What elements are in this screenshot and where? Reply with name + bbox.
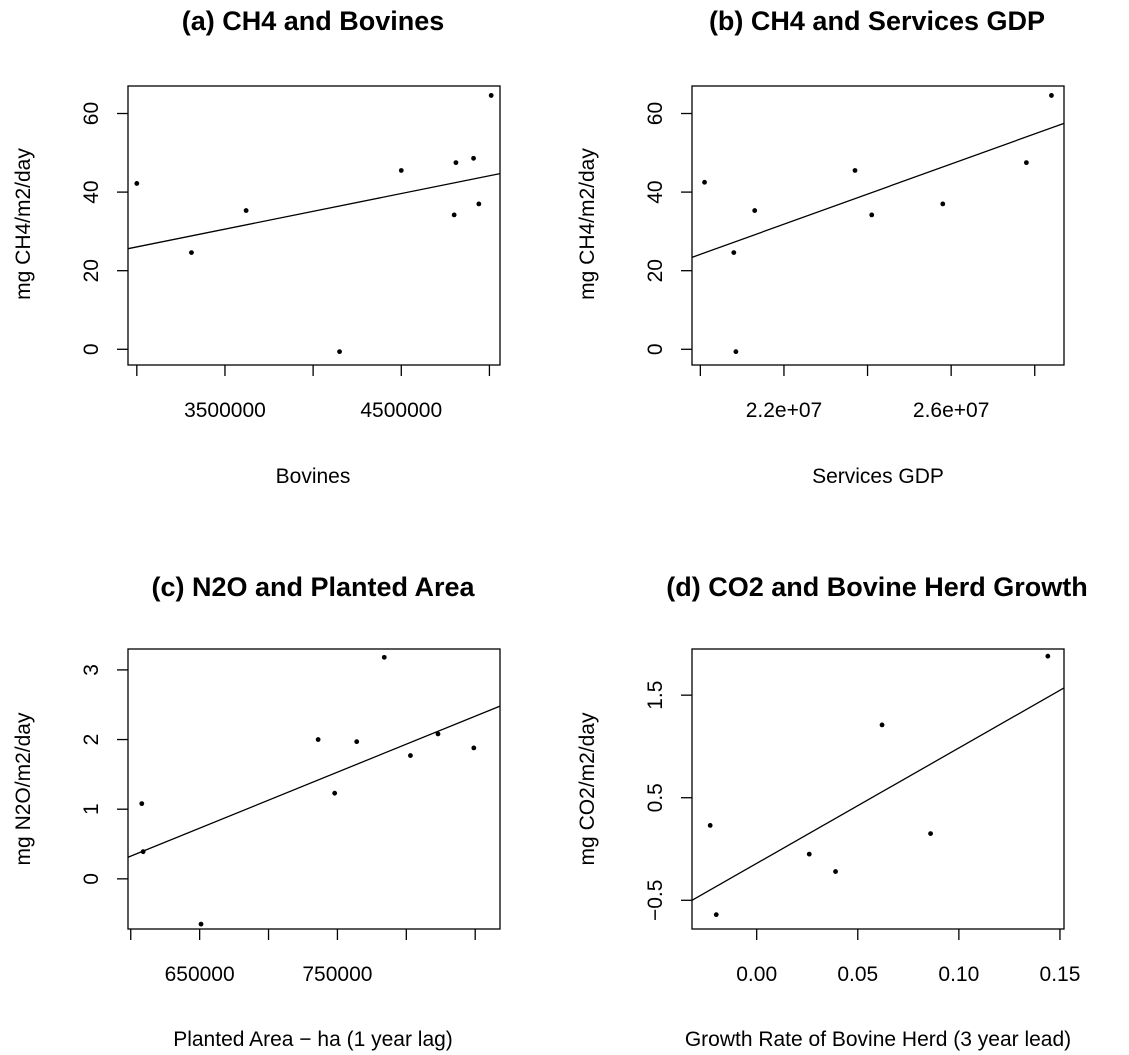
panel-c-ytick-label: 2 <box>80 734 103 746</box>
panel-d-xtick-label: 0.05 <box>837 963 878 986</box>
panel-c-point <box>315 737 321 742</box>
panel-d-point <box>879 722 885 728</box>
panel-c: (c) N2O and Planted Area Planted Area − … <box>12 572 501 1051</box>
panel-d-fit-line <box>691 687 1065 901</box>
panel-a-ytick-label: 60 <box>80 102 103 125</box>
panel-d-point <box>806 851 812 857</box>
panel-b-point <box>940 201 946 207</box>
panel-b-ylabel: mg CH4/m2/day <box>576 148 599 300</box>
panel-b-points <box>702 93 1054 355</box>
panel-c-ytick-label: 1 <box>80 803 103 815</box>
panel-c-xlabel: Planted Area − ha (1 year lag) <box>173 1028 453 1051</box>
panel-d-point <box>707 823 713 828</box>
panel-a-point <box>243 208 249 213</box>
panel-b-xtick-label: 2.6e+07 <box>913 399 990 422</box>
panel-c-point <box>354 739 360 745</box>
panel-b-ytick-label: 0 <box>644 343 667 355</box>
panel-d: (d) CO2 and Bovine Herd Growth Growth Ra… <box>576 572 1088 1051</box>
panel-c-point <box>140 849 146 855</box>
panel-d-xlabel: Growth Rate of Bovine Herd (3 year lead) <box>685 1028 1071 1051</box>
panel-c-point <box>332 790 338 796</box>
panel-b: (b) CH4 and Services GDP Services GDP mg… <box>576 6 1065 488</box>
panel-a-ytick-label: 20 <box>80 259 103 282</box>
panel-c-x-axis: 650000 750000 <box>130 929 476 986</box>
panel-a-point <box>337 349 342 355</box>
panel-a-ytick-label: 0 <box>80 343 103 355</box>
panel-b-fit-line <box>691 122 1065 258</box>
panel-c-point <box>408 753 413 758</box>
panel-c-xtick-label: 750000 <box>302 963 372 986</box>
panel-b-point <box>869 212 875 218</box>
panel-d-xtick-label: 0.15 <box>1040 963 1081 986</box>
panel-a-points <box>134 93 494 355</box>
panel-b-point <box>702 179 707 185</box>
panel-a-ytick-label: 40 <box>80 180 103 203</box>
panel-c-points <box>139 654 477 927</box>
panel-d-y-axis: −0.5 0.5 1.5 <box>644 681 692 921</box>
panel-b-ytick-label: 20 <box>644 259 667 282</box>
panel-a-point <box>451 212 457 218</box>
panel-c-xtick-label: 650000 <box>165 963 235 986</box>
panel-c-ytick-label: 0 <box>80 873 103 885</box>
panel-a-point <box>134 181 140 186</box>
panel-c-ylabel: mg N2O/m2/day <box>12 712 35 865</box>
panel-a-title: (a) CH4 and Bovines <box>182 6 445 36</box>
panel-c-plot-frame <box>127 648 501 930</box>
panel-c-point <box>435 731 441 737</box>
panel-a-point <box>398 168 404 173</box>
panel-a-point <box>476 201 482 207</box>
panel-c-fit-line <box>127 705 501 858</box>
panel-d-title: (d) CO2 and Bovine Herd Growth <box>666 572 1088 602</box>
panel-a-xlabel: Bovines <box>276 465 351 488</box>
panel-a-fit-line <box>127 172 501 250</box>
panel-a-ylabel: mg CH4/m2/day <box>12 148 35 300</box>
panel-d-point <box>1045 653 1051 659</box>
panel-a-xtick-label: 4500000 <box>360 399 442 422</box>
panel-c-point <box>471 745 477 751</box>
panel-c-ytick-label: 3 <box>80 664 103 676</box>
panel-b-title: (b) CH4 and Services GDP <box>709 6 1045 36</box>
panel-d-point <box>713 912 719 918</box>
panel-d-point <box>833 869 838 874</box>
panel-a-plot-frame <box>127 85 501 366</box>
panel-b-xlabel: Services GDP <box>812 465 944 488</box>
panel-b-y-axis: 0 20 40 60 <box>644 102 692 355</box>
panel-b-point <box>752 208 758 213</box>
panel-c-point <box>139 801 145 807</box>
panel-d-ylabel: mg CO2/m2/day <box>576 712 599 865</box>
panel-c-point <box>198 921 204 927</box>
panel-a-point <box>189 250 194 256</box>
panel-b-point <box>733 349 739 355</box>
panel-d-ytick-label: 0.5 <box>644 783 667 812</box>
panel-d-points <box>707 653 1051 918</box>
panel-d-plot-frame <box>691 648 1065 930</box>
panel-c-point <box>381 654 387 660</box>
panel-c-title: (c) N2O and Planted Area <box>151 572 475 602</box>
panel-b-ytick-label: 60 <box>644 102 667 125</box>
panel-d-ytick-label: 1.5 <box>644 681 667 710</box>
panel-d-point <box>928 831 933 837</box>
panel-b-point <box>731 250 737 256</box>
panel-d-ytick-label: −0.5 <box>644 880 667 921</box>
panel-a-point <box>471 155 476 161</box>
panel-d-xtick-label: 0.10 <box>938 963 979 986</box>
panel-a: (a) CH4 and Bovines Bovines mg CH4/m2/da… <box>12 6 501 488</box>
panel-b-xtick-label: 2.2e+07 <box>746 399 823 422</box>
panel-d-x-axis: 0.00 0.05 0.10 0.15 <box>736 929 1080 986</box>
panel-a-xtick-label: 3500000 <box>184 399 266 422</box>
panel-a-x-axis: 3500000 4500000 <box>136 365 491 422</box>
panel-a-point <box>453 160 459 166</box>
panel-a-point <box>488 93 494 98</box>
panel-a-y-axis: 0 20 40 60 <box>80 102 128 355</box>
panel-b-point <box>1023 160 1029 166</box>
panel-b-plot-frame <box>691 85 1065 366</box>
panel-b-ytick-label: 40 <box>644 180 667 203</box>
panel-b-point <box>1049 93 1054 98</box>
panel-b-x-axis: 2.2e+07 2.6e+07 <box>699 365 1036 422</box>
panel-b-point <box>852 168 858 173</box>
panel-c-y-axis: 0 1 2 3 <box>80 664 128 885</box>
panel-d-xtick-label: 0.00 <box>736 963 777 986</box>
